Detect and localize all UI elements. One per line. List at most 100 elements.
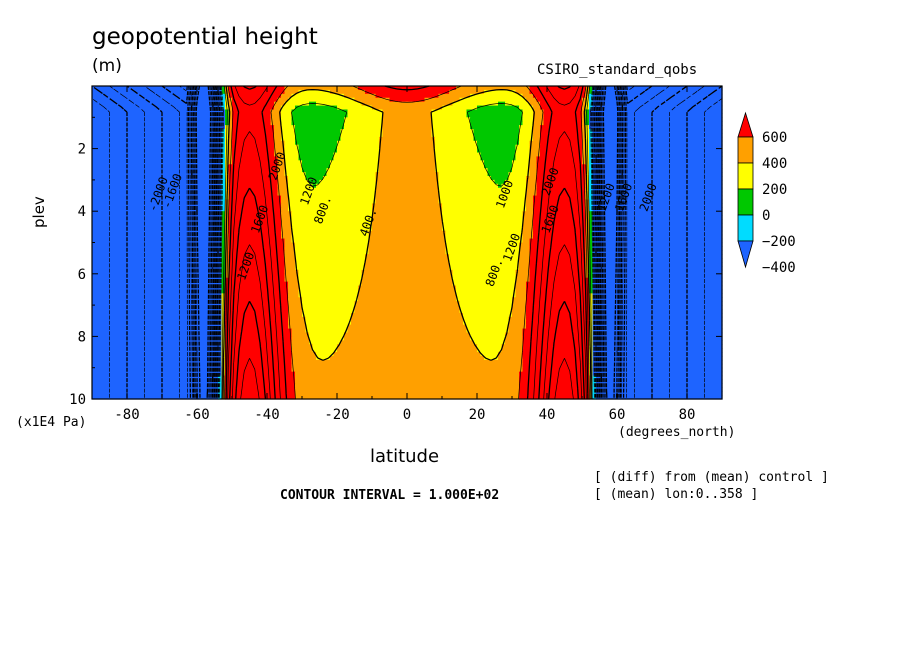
field-cell: [592, 301, 723, 306]
field-cell: [536, 172, 587, 177]
field-cell: [435, 148, 478, 154]
field-cell: [92, 191, 223, 197]
field-cell: [221, 175, 226, 181]
field-cell: [232, 132, 275, 138]
field-cell: [533, 215, 587, 220]
field-cell: [228, 113, 233, 118]
field-cell: [92, 273, 223, 279]
field-cell: [284, 89, 300, 95]
field-cell: [592, 262, 723, 267]
field-cell: [298, 289, 359, 294]
field-cell: [225, 289, 289, 294]
field-cell: [316, 183, 377, 189]
field-cell: [592, 199, 723, 204]
field-cell: [512, 309, 527, 314]
field-cell: [228, 168, 279, 173]
field-cell: [92, 352, 223, 357]
field-cell: [522, 340, 590, 345]
field-cell: [589, 179, 594, 185]
colorbar-bottom-arrow: [737, 240, 754, 269]
field-cell: [589, 281, 594, 287]
field-cell: [221, 168, 226, 173]
field-cell: [92, 211, 223, 216]
field-cell: [228, 125, 233, 130]
model-label: CSIRO_standard_qobs: [537, 62, 698, 78]
field-cell: [592, 320, 723, 326]
field-cell: [291, 332, 310, 337]
field-cell: [281, 207, 289, 212]
field-cell: [277, 175, 289, 181]
field-cell: [435, 152, 482, 158]
contour-line-800: [225, 85, 589, 400]
field-cell: [291, 211, 373, 216]
field-cell: [92, 387, 219, 392]
field-cell: [232, 129, 275, 134]
field-cell: [466, 109, 524, 114]
field-cell: [382, 129, 433, 134]
field-cell: [515, 285, 527, 291]
field-cell: [295, 132, 342, 138]
field-cell: [477, 140, 520, 146]
field-cell: [92, 164, 223, 169]
field-cell: [277, 168, 286, 173]
field-cell: [225, 363, 293, 369]
field-cell: [582, 156, 587, 161]
field-cell: [284, 156, 300, 161]
field-cell: [228, 273, 286, 279]
field-cell: [589, 352, 594, 357]
field-cell: [592, 219, 723, 224]
field-cell: [225, 277, 286, 283]
y-tick-label: 10: [69, 392, 86, 408]
field-cell: [344, 336, 471, 341]
field-cell: [529, 101, 541, 107]
field-cell: [589, 172, 594, 177]
field-cell: [288, 191, 377, 197]
field-cell: [92, 289, 223, 294]
y-tick-label: 6: [78, 267, 86, 283]
field-cell: [379, 136, 436, 142]
contour-line--1000: [144, 85, 670, 399]
filled-contour-field: [92, 86, 723, 400]
field-cell: [221, 246, 226, 251]
field-cell: [221, 203, 226, 208]
field-cell: [221, 324, 226, 330]
field-cell: [487, 172, 510, 177]
field-cell: [442, 105, 478, 111]
field-cell: [225, 234, 230, 240]
field-cell: [92, 109, 226, 114]
x-tick-label: -40: [254, 407, 279, 423]
field-cell: [372, 219, 443, 224]
field-cell: [592, 222, 723, 228]
field-cell: [592, 269, 723, 275]
field-cell: [221, 101, 226, 107]
field-cell: [368, 230, 447, 236]
contour-line--1200: [126, 85, 688, 399]
field-cell: [589, 183, 594, 189]
field-cell: [277, 97, 289, 103]
field-cell: [344, 121, 384, 126]
field-cell: [582, 132, 587, 138]
field-cell: [533, 203, 587, 208]
contour-line--200: [219, 85, 595, 400]
field-cell: [585, 109, 590, 114]
contour-line--2000: [193, 85, 621, 400]
field-cell: [526, 293, 590, 298]
field-cell: [589, 262, 594, 267]
field-cell: [589, 230, 594, 236]
field-cell: [274, 148, 286, 154]
field-cell: [592, 168, 723, 173]
field-cell: [431, 121, 471, 126]
field-cell: [221, 222, 226, 228]
field-cell: [225, 148, 230, 154]
colorbar-swatch: [737, 162, 754, 190]
field-cell: [592, 172, 723, 177]
field-cell: [543, 117, 583, 122]
field-cell: [592, 367, 723, 373]
field-cell: [225, 238, 230, 244]
field-cell: [449, 262, 520, 267]
y-axis-label: plev: [30, 196, 48, 228]
field-cell: [529, 172, 538, 177]
field-cell: [228, 222, 282, 228]
field-cell: [589, 258, 594, 263]
field-cell: [228, 93, 282, 99]
